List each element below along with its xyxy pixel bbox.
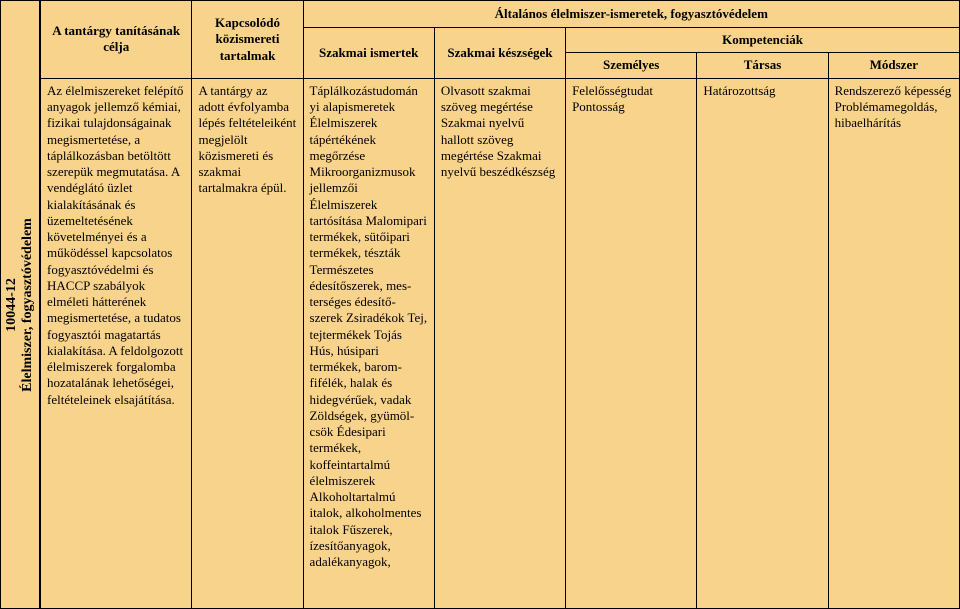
hdr-competencies: Kompetenciák <box>566 27 960 53</box>
body-col3: Táplálkozástudomán yi alapismeretek Élel… <box>303 78 434 608</box>
body-col7: Rendszerező képesség Problémamegoldás, h… <box>828 78 959 608</box>
page-title: Általános élelmiszer-ismeretek, fogyaszt… <box>303 1 959 28</box>
body-col5: Felelősségtudat Pontosság <box>566 78 697 608</box>
side-code: 10044-12 <box>4 278 19 332</box>
body-col6: Határozottság <box>697 78 828 608</box>
main-area: A tantárgy tanításának célja Kapcsolódó … <box>40 0 960 609</box>
page-outer: 10044-12 Élelmiszer, fogyasztóvédelem A … <box>0 0 960 609</box>
content-table: A tantárgy tanításának célja Kapcsolódó … <box>40 0 960 609</box>
body-col2: A tantárgy az adott évfolyamba lépés fel… <box>192 78 303 608</box>
hdr-col4: Szakmai készségek <box>434 27 565 78</box>
body-col4: Olvasott szakmai szöveg megértése Szakma… <box>434 78 565 608</box>
hdr-col1: A tantárgy tanításának célja <box>41 1 192 79</box>
side-text: Élelmiszer, fogyasztóvédelem <box>20 218 35 392</box>
hdr-col6: Társas <box>697 53 828 79</box>
side-column: 10044-12 Élelmiszer, fogyasztóvédelem <box>0 0 40 609</box>
hdr-col7: Módszer <box>828 53 959 79</box>
body-col1: Az élelmiszereket felépítő anyagok jelle… <box>41 78 192 608</box>
hdr-col5: Személyes <box>566 53 697 79</box>
hdr-col3: Szakmai ismertek <box>303 27 434 78</box>
side-label: 10044-12 Élelmiszer, fogyasztóvédelem <box>4 218 36 392</box>
hdr-col2: Kapcsolódó közismereti tartalmak <box>192 1 303 79</box>
